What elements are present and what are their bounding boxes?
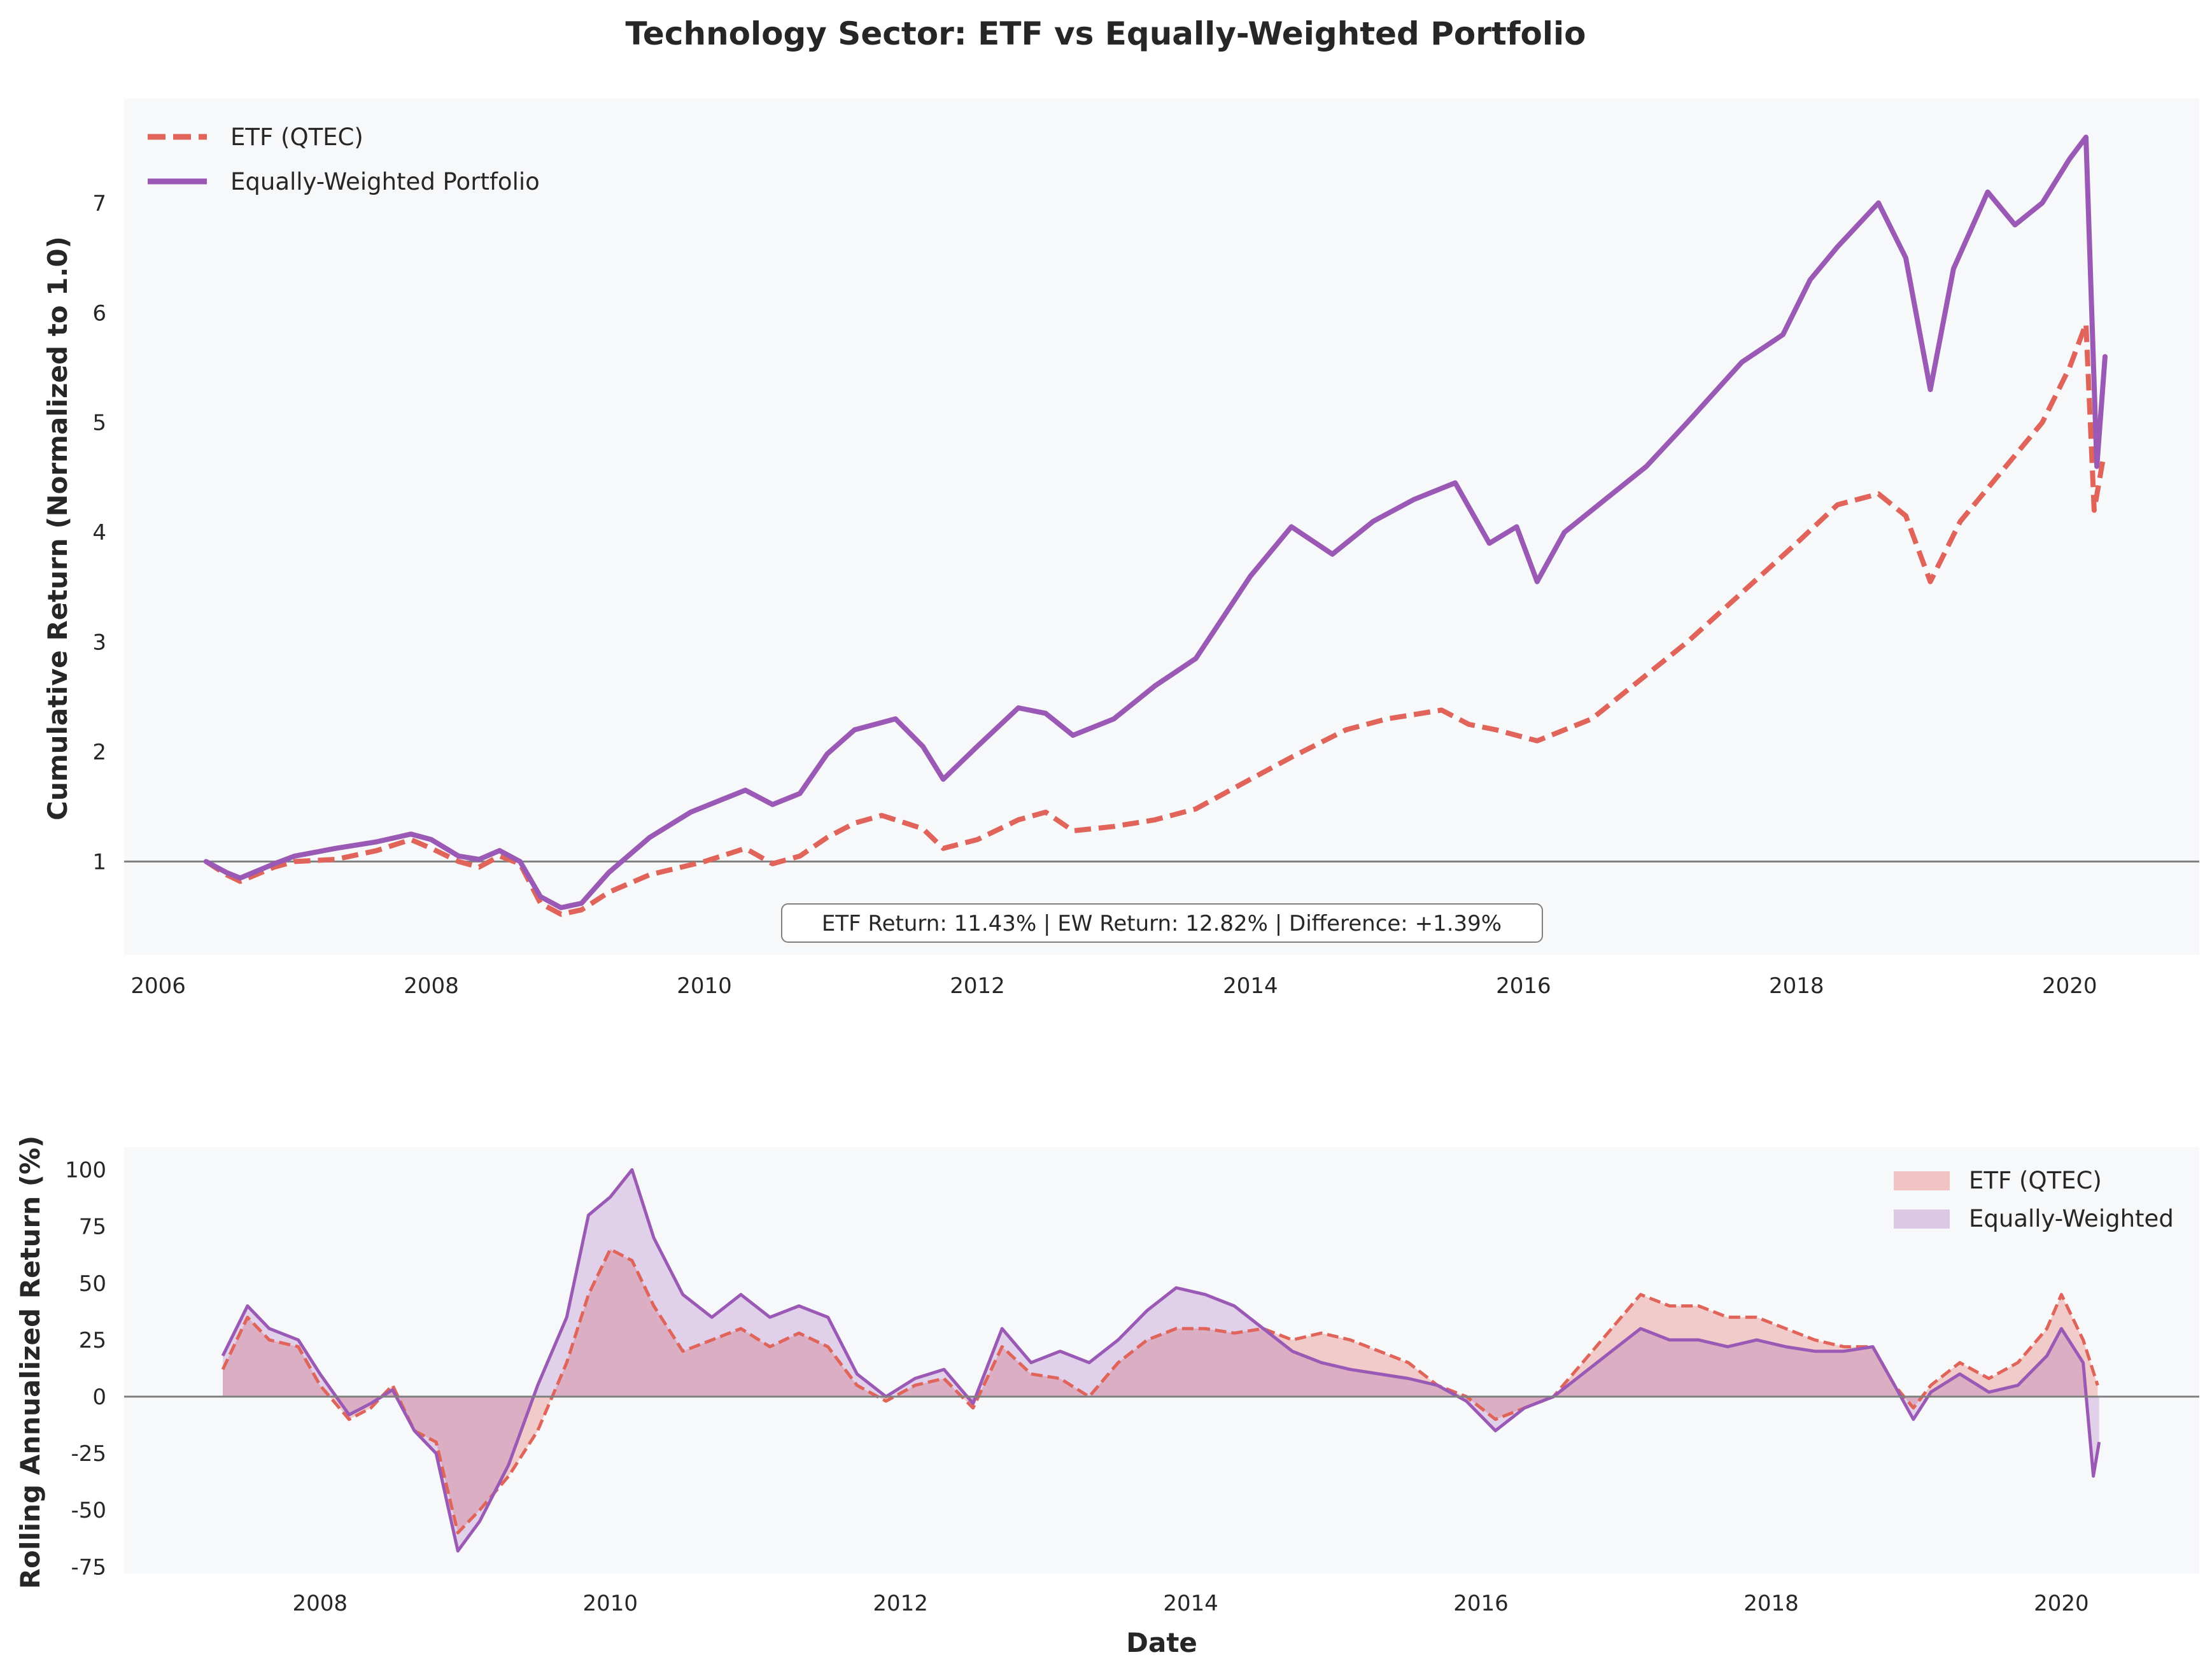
cumulative-return-panel: 1 2 3 4 5 6 7 2006 2008 2010 2012 2014 2016 2018 2020…	[42, 99, 2199, 999]
x-tick-label: 2018	[1744, 1591, 1799, 1616]
legend-label-etf: ETF (QTEC)	[230, 123, 363, 151]
y-tick-label: -75	[71, 1555, 106, 1580]
x-tick-label: 2006	[130, 973, 186, 999]
x-tick-label: 2020	[2034, 1591, 2089, 1616]
legend-label-ew-area: Equally-Weighted	[1969, 1205, 2174, 1232]
bottom-series-areas	[221, 1168, 2101, 1553]
rolling-return-panel: -75 -50 -25 0 25 50 75 100 2008 2010 2012 2014 2016…	[15, 1136, 2199, 1658]
bottom-plot-background	[124, 1147, 2199, 1574]
top-x-ticks: 2006 2008 2010 2012 2014 2016 2018 2020	[130, 973, 2097, 999]
y-tick-label: 100	[65, 1158, 106, 1183]
annotation-frame	[781, 903, 1543, 943]
x-tick-label: 2014	[1223, 973, 1278, 999]
annotation-text: ETF Return: 11.43% | EW Return: 12.82% |…	[822, 911, 1502, 936]
legend-swatch-etf-area	[1894, 1171, 1950, 1190]
x-tick-label: 2008	[292, 1591, 348, 1616]
bottom-legend: ETF (QTEC) Equally-Weighted	[1894, 1167, 2174, 1232]
bottom-x-axis-label: Date	[1126, 1627, 1197, 1658]
legend-swatch-ew-area	[1894, 1209, 1950, 1229]
etf-cumulative-line	[204, 321, 2106, 917]
y-tick-label: 0	[92, 1385, 106, 1410]
x-tick-label: 2016	[1496, 973, 1551, 999]
legend-label-ew: Equally-Weighted Portfolio	[230, 168, 540, 195]
top-series-lines	[203, 134, 2108, 917]
x-tick-label: 2008	[404, 973, 459, 999]
y-tick-label: -25	[71, 1441, 106, 1467]
etf-rolling-area	[223, 1249, 2098, 1533]
etf-rolling-line	[221, 1247, 2099, 1535]
x-tick-label: 2016	[1453, 1591, 1509, 1616]
x-tick-label: 2012	[950, 973, 1005, 999]
y-tick-label: 3	[92, 630, 106, 656]
y-tick-label: 1	[92, 849, 106, 875]
x-tick-label: 2018	[1769, 973, 1824, 999]
x-tick-label: 2010	[677, 973, 732, 999]
figure-title: Technology Sector: ETF vs Equally-Weight…	[625, 15, 1586, 52]
x-tick-label: 2012	[873, 1591, 928, 1616]
y-tick-label: 50	[79, 1271, 106, 1297]
y-tick-label: 5	[92, 411, 106, 436]
bottom-y-axis-label: Rolling Annualized Return (%)	[15, 1136, 46, 1589]
ew-rolling-line	[221, 1168, 2101, 1553]
legend-label-etf-area: ETF (QTEC)	[1969, 1167, 2102, 1194]
top-y-axis-label: Cumulative Return (Normalized to 1.0)	[42, 236, 73, 821]
y-tick-label: 75	[79, 1215, 106, 1240]
bottom-y-ticks: -75 -50 -25 0 25 50 75 100	[65, 1158, 106, 1581]
x-tick-label: 2020	[2042, 973, 2097, 999]
top-legend: ETF (QTEC) Equally-Weighted Portfolio	[148, 123, 540, 195]
ew-cumulative-line	[203, 134, 2108, 910]
y-tick-label: 2	[92, 740, 106, 765]
top-plot-background	[124, 99, 2199, 955]
ew-rolling-area	[223, 1169, 2099, 1551]
y-tick-label: 6	[92, 300, 106, 326]
x-tick-label: 2010	[582, 1591, 638, 1616]
y-tick-label: 7	[92, 191, 106, 216]
annotation-box: ETF Return: 11.43% | EW Return: 12.82% |…	[781, 903, 1543, 943]
y-tick-label: 4	[92, 520, 106, 546]
x-tick-label: 2014	[1163, 1591, 1218, 1616]
bottom-x-ticks: 2008 2010 2012 2014 2016 2018 2020	[292, 1591, 2089, 1616]
top-y-ticks: 1 2 3 4 5 6 7	[92, 191, 106, 875]
y-tick-label: 25	[79, 1328, 106, 1353]
y-tick-label: -50	[71, 1498, 106, 1523]
